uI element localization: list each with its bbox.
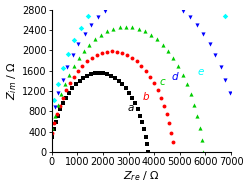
Y-axis label: $Z_{im}$ / $\Omega$: $Z_{im}$ / $\Omega$ — [5, 61, 19, 100]
Text: b: b — [143, 92, 149, 102]
Text: e: e — [198, 67, 204, 77]
Text: a: a — [127, 103, 134, 113]
X-axis label: $Z_{re}$ / $\Omega$: $Z_{re}$ / $\Omega$ — [123, 170, 160, 184]
Text: c: c — [159, 77, 165, 87]
Text: d: d — [172, 72, 178, 82]
